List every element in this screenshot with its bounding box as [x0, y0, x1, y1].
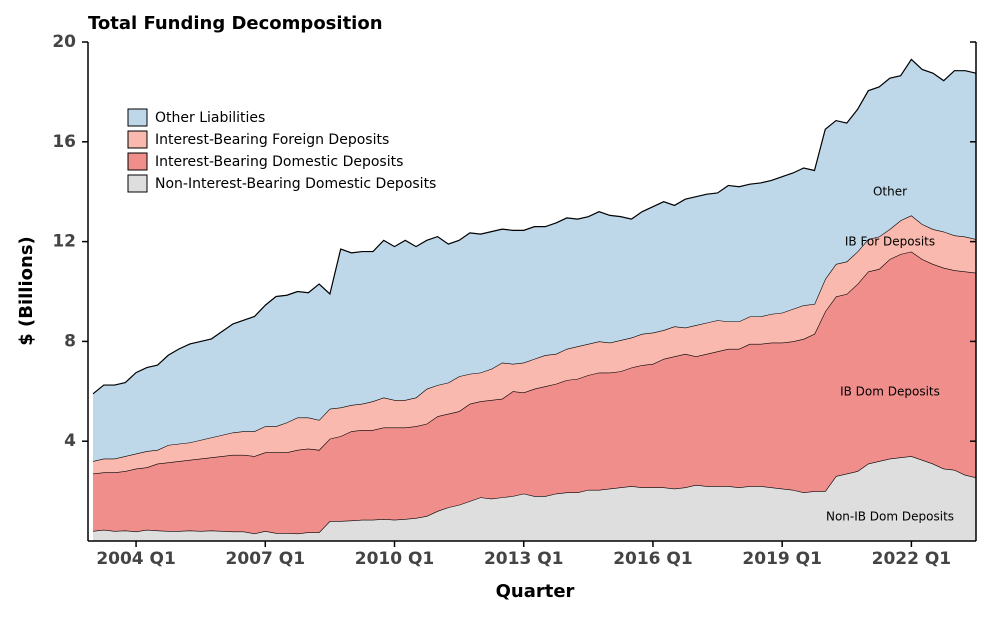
- y-tick-label: 4: [64, 431, 76, 451]
- x-tick-label: 2016 Q1: [613, 549, 693, 569]
- chart-title: Total Funding Decomposition: [88, 13, 383, 34]
- x-tick-label: 2022 Q1: [872, 549, 952, 569]
- legend-swatch: [127, 174, 148, 193]
- x-axis-label: Quarter: [496, 581, 575, 602]
- x-tick-label: 2013 Q1: [484, 549, 564, 569]
- y-tick-label: 8: [64, 331, 76, 351]
- legend-swatch: [127, 152, 148, 171]
- legend-label: Interest-Bearing Domestic Deposits: [155, 154, 403, 170]
- area-label: IB For Deposits: [845, 235, 935, 249]
- area: [93, 215, 976, 474]
- legend-label: Non-Interest-Bearing Domestic Deposits: [155, 176, 436, 192]
- y-tick-label: 16: [52, 132, 76, 152]
- y-tick-label: 12: [52, 232, 76, 252]
- area-edge: [92, 58, 977, 395]
- area-label: Other: [873, 185, 907, 199]
- x-tick-label: 2007 Q1: [226, 549, 306, 569]
- legend-swatch: [127, 130, 148, 149]
- y-tick-label: 20: [52, 32, 76, 52]
- legend-label: Other Liabilities: [155, 110, 265, 126]
- legend-label: Interest-Bearing Foreign Deposits: [155, 132, 389, 148]
- x-tick-label: 2010 Q1: [355, 549, 435, 569]
- area-label: IB Dom Deposits: [840, 385, 940, 399]
- area: [93, 456, 976, 541]
- legend: Other Liabilities Interest-Bearing Foreig…: [127, 108, 436, 193]
- x-tick-label: 2004 Q1: [96, 549, 176, 569]
- area-label: Non-IB Dom Deposits: [826, 510, 954, 524]
- legend-swatch: [127, 108, 148, 127]
- area: [93, 251, 976, 534]
- y-axis-label: $ (Billions): [16, 236, 37, 346]
- area: [93, 59, 976, 462]
- x-tick-label: 2019 Q1: [742, 549, 822, 569]
